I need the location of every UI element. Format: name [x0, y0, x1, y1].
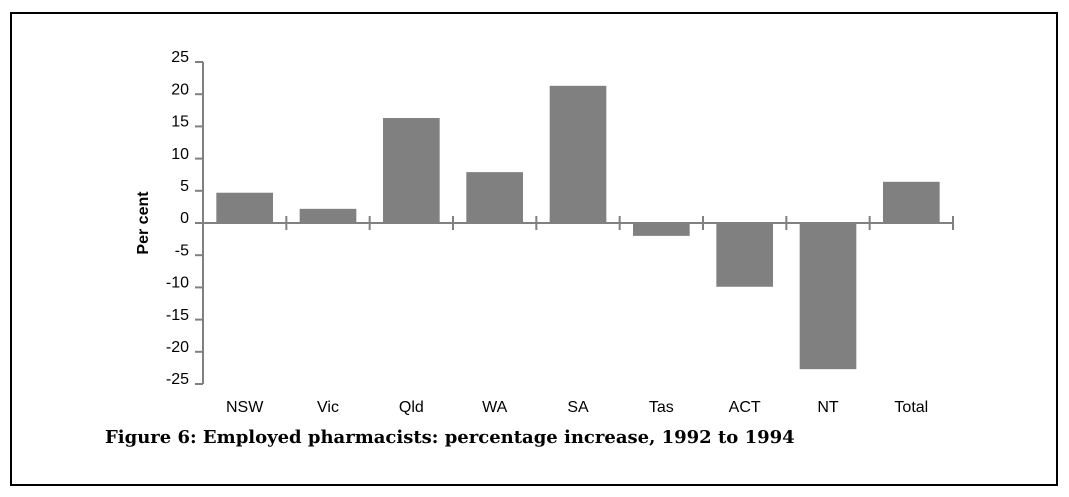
y-tick-label: -25 — [166, 371, 189, 388]
bar — [299, 208, 357, 223]
bar — [799, 223, 857, 370]
bar — [216, 192, 273, 223]
x-tick-label: NSW — [226, 399, 264, 416]
bar — [466, 172, 523, 223]
bar — [716, 223, 773, 287]
x-tick-label: Vic — [317, 399, 339, 416]
y-tick-label: -5 — [175, 242, 189, 259]
y-tick-label: -20 — [166, 339, 189, 356]
x-tick-label: ACT — [729, 399, 761, 416]
y-tick-label: 20 — [171, 81, 189, 98]
y-tick-label: 5 — [180, 178, 189, 195]
x-tick-label: Tas — [649, 399, 674, 416]
x-tick-label: Total — [894, 399, 928, 416]
y-tick-label: 15 — [171, 114, 189, 131]
y-tick-label: -10 — [166, 275, 189, 292]
y-axis-label: Per cent — [135, 191, 152, 255]
chart-caption: Figure 6: Employed pharmacists: percenta… — [105, 427, 795, 448]
x-tick-label: NT — [817, 399, 839, 416]
y-tick-label: 25 — [171, 49, 189, 66]
x-tick-label: WA — [482, 399, 508, 416]
y-tick-label: -15 — [166, 307, 189, 324]
x-tick-label: Qld — [399, 399, 424, 416]
bar — [383, 118, 440, 223]
bar — [633, 223, 690, 236]
bar — [549, 85, 607, 223]
x-tick-label: SA — [567, 399, 589, 416]
y-tick-label: 10 — [171, 146, 189, 163]
frame — [10, 12, 1058, 486]
bar — [883, 181, 940, 223]
y-tick-label: 0 — [180, 210, 189, 227]
